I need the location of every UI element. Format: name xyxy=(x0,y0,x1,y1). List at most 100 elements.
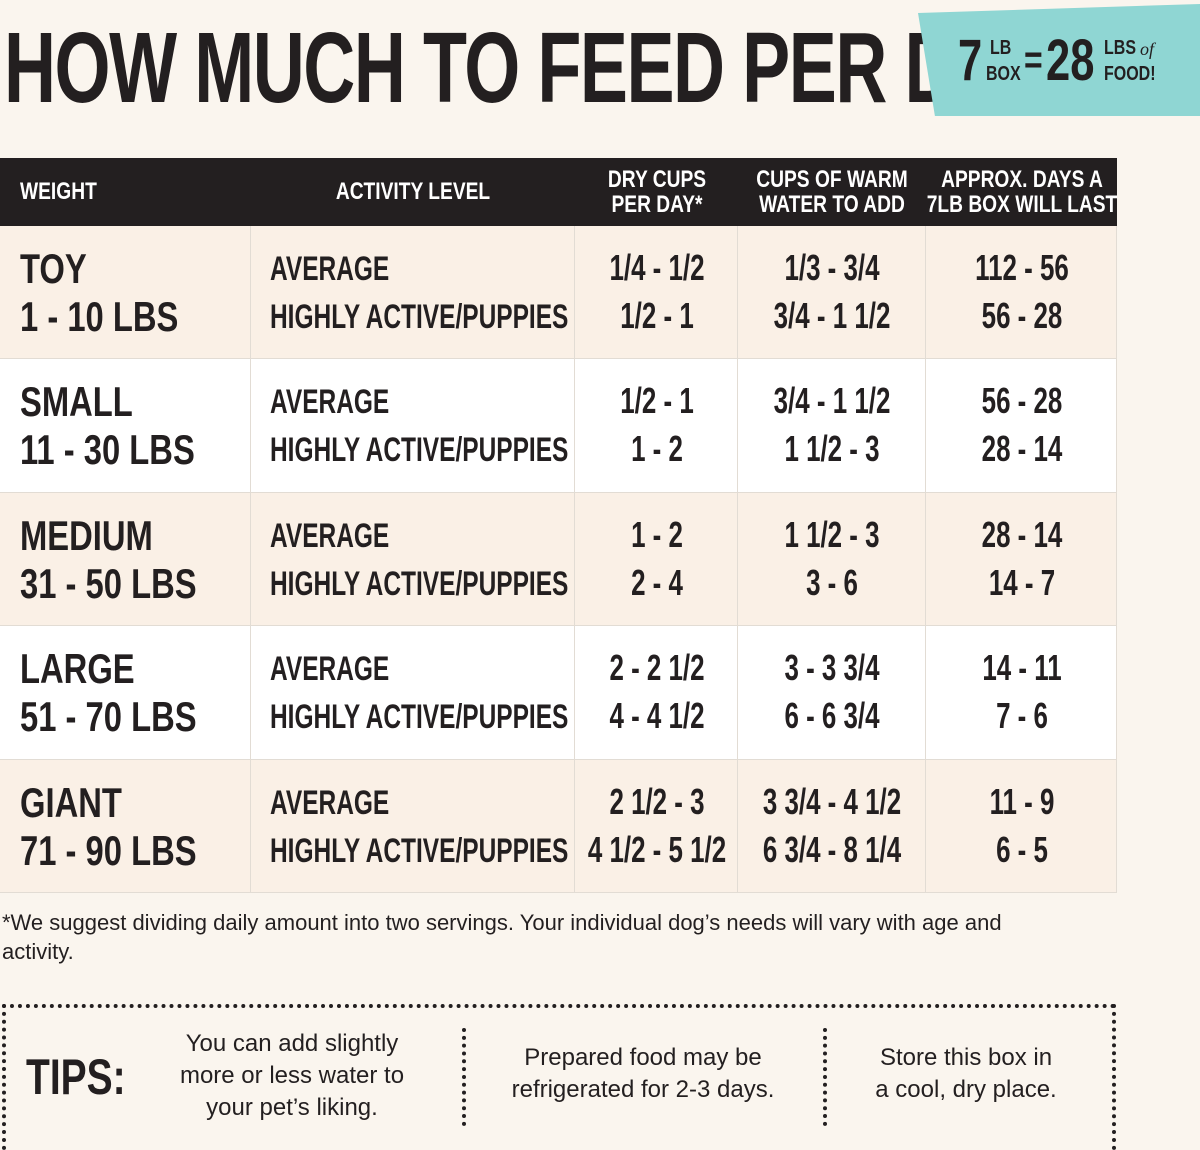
activity-level: HIGHLY ACTIVE/PUPPIES xyxy=(270,298,569,336)
water-cups: 6 3/4 - 8 1/4 xyxy=(762,828,902,870)
days-last: 28 - 14 xyxy=(981,428,1062,470)
tip-text: your pet’s liking. xyxy=(206,1094,378,1121)
water-cups: 3/4 - 1 1/2 xyxy=(773,380,891,422)
badge-unit: FOOD! xyxy=(1104,63,1156,85)
weight-range: 71 - 90 LBS xyxy=(20,826,197,874)
days-last: 112 - 56 xyxy=(974,247,1069,288)
badge-number: 7 xyxy=(958,28,983,93)
table-cell xyxy=(926,626,1117,760)
badge-unit: BOX xyxy=(986,63,1021,85)
table-header xyxy=(0,158,1117,226)
activity-level: HIGHLY ACTIVE/PUPPIES xyxy=(270,431,569,470)
water-cups: 1/3 - 3/4 xyxy=(784,247,880,288)
header-label: WEIGHT xyxy=(20,178,97,205)
header-label: WATER TO ADD xyxy=(759,191,905,218)
tips-label: TIPS: xyxy=(26,1049,126,1105)
activity-level: HIGHLY ACTIVE/PUPPIES xyxy=(270,698,569,737)
tips-divider xyxy=(823,1028,827,1126)
title: HOW MUCH TO FEED PER DAY xyxy=(4,12,1047,124)
activity-level: AVERAGE xyxy=(270,650,390,689)
tips-box xyxy=(2,1004,1116,1150)
tip-text: refrigerated for 2-3 days. xyxy=(511,1076,775,1103)
dry-cups: 1/2 - 1 xyxy=(619,295,694,336)
dry-cups: 4 - 4 1/2 xyxy=(608,695,705,737)
table-cell xyxy=(738,226,926,360)
header-label: CUPS OF WARM xyxy=(756,166,908,193)
activity-level: AVERAGE xyxy=(270,516,390,555)
days-last: 14 - 7 xyxy=(988,561,1055,603)
weight-range: 11 - 30 LBS xyxy=(20,426,195,474)
table-cell xyxy=(251,359,575,493)
table-cell xyxy=(0,359,251,493)
water-cups: 1 1/2 - 3 xyxy=(784,428,880,470)
size-label: TOY xyxy=(20,245,87,292)
table-cell xyxy=(575,626,738,760)
table-cell xyxy=(251,759,575,893)
water-cups: 3 - 3 3/4 xyxy=(784,647,880,689)
footnote: *We suggest dividing daily amount into t… xyxy=(2,910,1002,964)
table-cell xyxy=(738,359,926,493)
size-label: MEDIUM xyxy=(20,511,153,559)
table-cell xyxy=(926,359,1117,493)
dry-cups: 1/4 - 1/2 xyxy=(608,247,705,288)
table-cell xyxy=(251,226,575,360)
water-cups: 3 3/4 - 4 1/2 xyxy=(762,780,902,822)
header-label: DRY CUPS xyxy=(607,166,706,193)
water-cups: 3/4 - 1 1/2 xyxy=(773,295,891,336)
badge-of: of xyxy=(1140,39,1155,59)
dry-cups: 1 - 2 xyxy=(630,428,683,470)
table-cell xyxy=(738,626,926,760)
tips-divider xyxy=(462,1028,466,1126)
table-cell xyxy=(926,759,1117,893)
badge-equals: = xyxy=(1024,38,1043,82)
table-cell xyxy=(738,759,926,893)
dry-cups: 2 - 2 1/2 xyxy=(608,647,705,689)
days-last: 28 - 14 xyxy=(981,513,1062,555)
table-cell xyxy=(738,492,926,627)
activity-level: HIGHLY ACTIVE/PUPPIES xyxy=(270,831,569,870)
tip-text: You can add slightly xyxy=(185,1030,399,1057)
days-last: 7 - 6 xyxy=(995,695,1048,737)
badge-unit: LB xyxy=(990,37,1012,59)
dry-cups: 1/2 - 1 xyxy=(619,380,694,422)
header-label: ACTIVITY LEVEL xyxy=(335,178,491,205)
activity-level: AVERAGE xyxy=(270,250,390,288)
header-label: PER DAY* xyxy=(610,191,703,218)
table-cell xyxy=(0,626,251,760)
badge xyxy=(918,4,1200,116)
water-cups: 6 - 6 3/4 xyxy=(784,695,880,737)
tip-text: Store this box in xyxy=(879,1044,1053,1071)
days-last: 11 - 9 xyxy=(989,780,1054,822)
table-cell xyxy=(251,626,575,760)
days-last: 56 - 28 xyxy=(981,295,1062,336)
days-last: 6 - 5 xyxy=(995,828,1048,870)
activity-level: AVERAGE xyxy=(270,383,390,422)
activity-level: AVERAGE xyxy=(270,783,390,822)
water-cups: 3 - 6 xyxy=(806,561,858,603)
table-cell xyxy=(575,359,738,493)
size-label: LARGE xyxy=(20,645,135,693)
dry-cups: 1 - 2 xyxy=(630,513,683,555)
days-last: 14 - 11 xyxy=(981,647,1062,689)
table-cell xyxy=(0,226,251,360)
header-label: APPROX. DAYS A xyxy=(940,166,1103,193)
weight-range: 1 - 10 LBS xyxy=(20,293,179,340)
table-cell xyxy=(575,226,738,360)
table-cell xyxy=(251,492,575,627)
table-cell xyxy=(0,759,251,893)
tip-text: Prepared food may be xyxy=(524,1044,762,1071)
table-cell xyxy=(575,759,738,893)
weight-range: 51 - 70 LBS xyxy=(20,693,197,741)
table-cell xyxy=(926,492,1117,627)
tip-text: a cool, dry place. xyxy=(875,1076,1057,1103)
badge-number: 28 xyxy=(1046,28,1095,93)
dry-cups: 2 - 4 xyxy=(630,561,683,603)
badge-unit: LBS xyxy=(1104,37,1136,59)
tip-text: more or less water to xyxy=(179,1062,405,1089)
weight-range: 31 - 50 LBS xyxy=(20,559,197,607)
days-last: 56 - 28 xyxy=(981,380,1062,422)
header-label: 7LB BOX WILL LAST xyxy=(926,191,1117,218)
water-cups: 1 1/2 - 3 xyxy=(784,513,880,555)
table-cell xyxy=(926,226,1117,360)
